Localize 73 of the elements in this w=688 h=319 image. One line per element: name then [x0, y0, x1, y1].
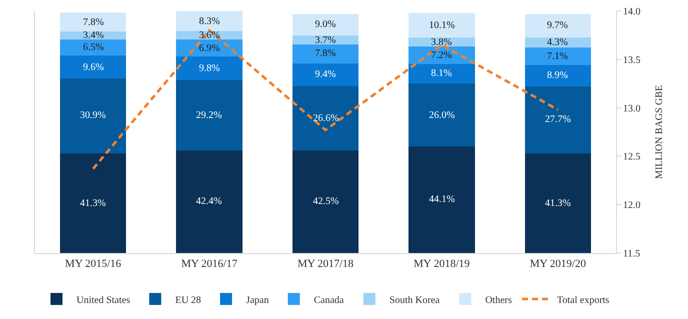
bar: [524, 86, 592, 154]
data-label: 10.1%: [429, 20, 455, 31]
legend-label: Others: [485, 294, 512, 306]
data-label: 44.1%: [429, 194, 455, 205]
data-label: 26.0%: [429, 110, 455, 121]
bar: [176, 40, 242, 56]
y2-tick-label: 13.5: [623, 54, 640, 66]
y2-tick-label: 14.0: [623, 6, 640, 18]
bar: [408, 146, 475, 253]
y2-tick-label: 12.5: [623, 152, 640, 163]
y2-axis-title: MILLION BAGS GBE: [654, 85, 665, 179]
x-tick-label: MY 2017/18: [297, 258, 354, 270]
data-label: 8.9%: [547, 70, 568, 81]
bar: [408, 84, 475, 146]
bar: [60, 78, 126, 154]
bar: [292, 150, 359, 253]
data-label: 42.5%: [313, 196, 339, 207]
data-label: 9.8%: [199, 63, 220, 74]
data-label: 9.6%: [83, 62, 104, 73]
data-label: 3.8%: [431, 37, 452, 48]
bar: [60, 153, 126, 253]
bar: [176, 11, 242, 32]
data-label: 30.9%: [80, 110, 106, 121]
bar: [408, 13, 475, 38]
data-label: 9.4%: [315, 69, 336, 80]
bar: [292, 14, 359, 36]
data-label: 8.1%: [431, 68, 452, 79]
data-label: 41.3%: [80, 198, 106, 209]
data-label: 9.7%: [547, 20, 568, 31]
y2-tick-label: 12.0: [623, 200, 640, 212]
data-label: 27.7%: [545, 114, 571, 125]
bar: [524, 153, 592, 253]
data-label: 6.9%: [199, 43, 220, 54]
data-label: 41.3%: [545, 198, 571, 209]
bar: [60, 12, 126, 32]
bar: [176, 56, 242, 80]
data-label: 26.6%: [313, 113, 339, 124]
data-label: 8.3%: [199, 16, 220, 27]
data-label: 42.4%: [196, 196, 222, 207]
bar: [176, 80, 242, 151]
legend-label: Canada: [314, 294, 344, 306]
x-tick-label: MY 2019/20: [530, 258, 586, 270]
data-label: 7.2%: [431, 50, 452, 61]
bar: [524, 48, 592, 65]
data-label: 6.5%: [83, 42, 104, 53]
bar: [292, 86, 359, 150]
bar: [524, 64, 592, 86]
legend-label: South Korea: [389, 294, 440, 306]
data-label: 3.4%: [83, 30, 104, 41]
bar: [408, 64, 475, 84]
legend-label: Japan: [246, 294, 269, 306]
data-label: 7.8%: [83, 17, 104, 28]
data-label: 7.8%: [315, 48, 336, 59]
y2-tick-label: 11.5: [623, 248, 640, 260]
legend-label: United States: [76, 294, 130, 306]
bar: [292, 36, 359, 45]
data-label: 29.2%: [196, 110, 222, 121]
bar: [176, 150, 242, 253]
data-label: 9.0%: [315, 19, 336, 30]
legend-label: EU 28: [175, 294, 202, 306]
bar: [292, 63, 359, 86]
x-tick-label: MY 2016/17: [181, 258, 238, 270]
x-tick-label: MY 2018/19: [414, 258, 470, 270]
y2-tick-label: 13.0: [623, 103, 640, 114]
data-label: 4.3%: [547, 37, 568, 48]
bar: [60, 55, 126, 79]
legend-label: Total exports: [556, 294, 610, 306]
bar: [524, 14, 592, 38]
bar: [60, 40, 126, 56]
data-label: 7.1%: [547, 51, 568, 62]
x-tick-label: MY 2015/16: [65, 258, 122, 270]
data-label: 3.7%: [315, 35, 336, 46]
bar: [292, 44, 359, 64]
